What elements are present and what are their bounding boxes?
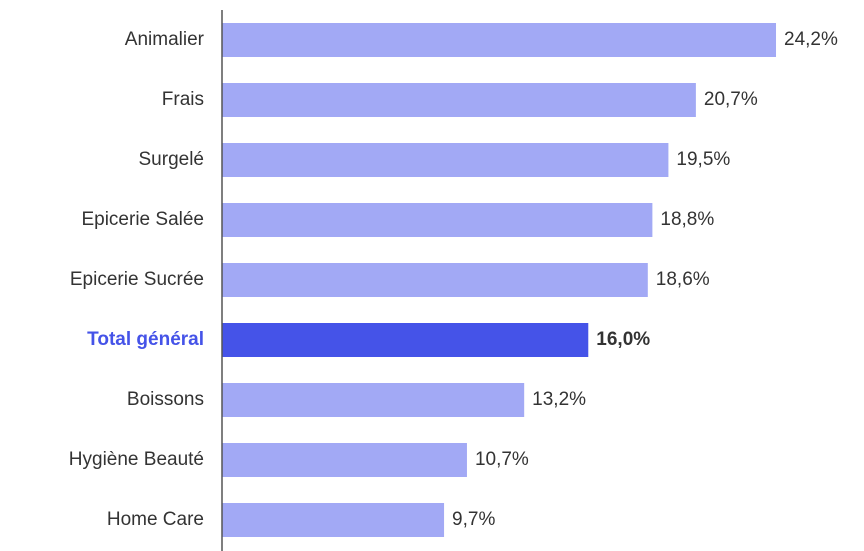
value-label: 13,2% [532,389,586,410]
value-label: 18,8% [660,209,714,230]
bar [222,443,467,477]
value-label: 18,6% [656,269,710,290]
category-label: Frais [162,89,204,110]
category-label: Epicerie Salée [81,209,204,230]
category-label: Home Care [107,509,204,530]
bar [222,503,445,537]
value-label: 24,2% [784,29,838,50]
bar [222,203,653,237]
category-label: Surgelé [139,149,205,170]
category-label: Boissons [127,389,204,410]
bar [222,323,589,357]
value-label: 20,7% [704,89,758,110]
category-label-highlight: Total général [87,329,204,350]
value-label: 9,7% [452,509,495,530]
category-label: Hygiène Beauté [69,449,204,470]
bar [222,383,525,417]
bar [222,23,777,57]
category-label: Animalier [125,29,205,50]
value-label: 10,7% [475,449,529,470]
category-label: Epicerie Sucrée [70,269,204,290]
bar [222,143,669,177]
value-label: 19,5% [676,149,730,170]
bar [222,263,648,297]
value-label: 16,0% [596,329,650,350]
bar [222,83,696,117]
